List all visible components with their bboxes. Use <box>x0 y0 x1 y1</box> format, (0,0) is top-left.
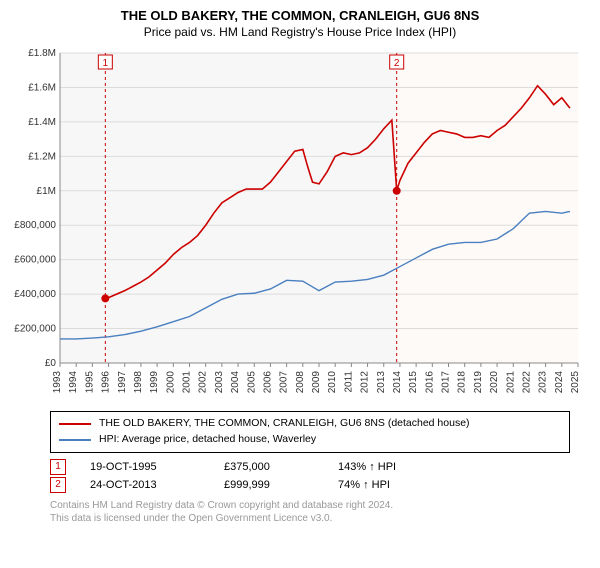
svg-text:1996: 1996 <box>101 371 112 394</box>
legend-row: THE OLD BAKERY, THE COMMON, CRANLEIGH, G… <box>59 416 561 432</box>
svg-text:2004: 2004 <box>230 371 241 394</box>
svg-text:£1.6M: £1.6M <box>28 82 56 93</box>
transaction-price: £999,999 <box>224 479 314 491</box>
svg-text:1999: 1999 <box>149 371 160 394</box>
transactions-table: 1 19-OCT-1995 £375,000 143% ↑ HPI 2 24-OCT-20… <box>0 459 600 493</box>
svg-text:2019: 2019 <box>473 371 484 394</box>
license-text: Contains HM Land Registry data © Crown c… <box>50 499 570 525</box>
svg-text:2003: 2003 <box>214 371 225 394</box>
svg-text:2000: 2000 <box>165 371 176 394</box>
svg-text:2008: 2008 <box>295 371 306 394</box>
transaction-row: 2 24-OCT-2013 £999,999 74% ↑ HPI <box>50 477 570 493</box>
svg-text:£400,000: £400,000 <box>14 289 56 300</box>
transaction-pct: 143% ↑ HPI <box>338 461 396 473</box>
transaction-date: 19-OCT-1995 <box>90 461 200 473</box>
svg-text:1995: 1995 <box>84 371 95 394</box>
legend-swatch <box>59 423 91 425</box>
svg-text:£1M: £1M <box>37 186 56 197</box>
svg-text:2016: 2016 <box>424 371 435 394</box>
transaction-marker: 2 <box>50 477 66 493</box>
svg-text:2025: 2025 <box>570 371 581 394</box>
svg-text:2006: 2006 <box>262 371 273 394</box>
svg-text:£0: £0 <box>45 358 57 369</box>
svg-text:2015: 2015 <box>408 371 419 394</box>
legend-swatch <box>59 439 91 441</box>
svg-text:2011: 2011 <box>343 371 354 393</box>
svg-text:2012: 2012 <box>360 371 371 394</box>
chart-title: THE OLD BAKERY, THE COMMON, CRANLEIGH, G… <box>0 8 600 23</box>
legend-label: HPI: Average price, detached house, Wave… <box>99 432 316 448</box>
svg-text:2007: 2007 <box>279 371 290 394</box>
svg-text:£200,000: £200,000 <box>14 324 56 335</box>
svg-text:£800,000: £800,000 <box>14 220 56 231</box>
svg-text:2024: 2024 <box>554 371 565 394</box>
chart-subtitle: Price paid vs. HM Land Registry's House … <box>0 25 600 39</box>
svg-text:1998: 1998 <box>133 371 144 394</box>
svg-text:2022: 2022 <box>521 371 532 394</box>
svg-text:1997: 1997 <box>117 371 128 394</box>
svg-text:£600,000: £600,000 <box>14 255 56 266</box>
svg-text:2020: 2020 <box>489 371 500 394</box>
svg-text:2017: 2017 <box>441 371 452 394</box>
svg-text:2002: 2002 <box>198 371 209 394</box>
svg-text:1993: 1993 <box>52 371 63 394</box>
transaction-marker: 1 <box>50 459 66 475</box>
legend: THE OLD BAKERY, THE COMMON, CRANLEIGH, G… <box>50 411 570 453</box>
transaction-price: £375,000 <box>224 461 314 473</box>
svg-text:2009: 2009 <box>311 371 322 394</box>
legend-label: THE OLD BAKERY, THE COMMON, CRANLEIGH, G… <box>99 416 470 432</box>
svg-text:£1.2M: £1.2M <box>28 151 56 162</box>
svg-text:2023: 2023 <box>538 371 549 394</box>
license-line-2: This data is licensed under the Open Gov… <box>50 512 570 525</box>
svg-text:2021: 2021 <box>505 371 516 394</box>
svg-text:2013: 2013 <box>376 371 387 394</box>
chart-area: £0 £200,000 £400,000 £600,000 £800,000 £1M £1.… <box>10 43 590 403</box>
svg-text:1994: 1994 <box>68 371 79 394</box>
svg-text:2: 2 <box>394 58 400 69</box>
transaction-date: 24-OCT-2013 <box>90 479 200 491</box>
svg-text:2014: 2014 <box>392 371 403 394</box>
svg-text:2018: 2018 <box>457 371 468 394</box>
svg-text:£1.8M: £1.8M <box>28 48 56 59</box>
transaction-row: 1 19-OCT-1995 £375,000 143% ↑ HPI <box>50 459 570 475</box>
svg-text:1: 1 <box>103 58 109 69</box>
legend-row: HPI: Average price, detached house, Wave… <box>59 432 561 448</box>
license-line-1: Contains HM Land Registry data © Crown c… <box>50 499 570 512</box>
svg-text:£1.4M: £1.4M <box>28 117 56 128</box>
svg-text:2010: 2010 <box>327 371 338 394</box>
svg-text:2005: 2005 <box>246 371 257 394</box>
line-chart: £0 £200,000 £400,000 £600,000 £800,000 £1M £1.… <box>10 43 590 403</box>
transaction-pct: 74% ↑ HPI <box>338 479 390 491</box>
svg-text:2001: 2001 <box>182 371 193 394</box>
